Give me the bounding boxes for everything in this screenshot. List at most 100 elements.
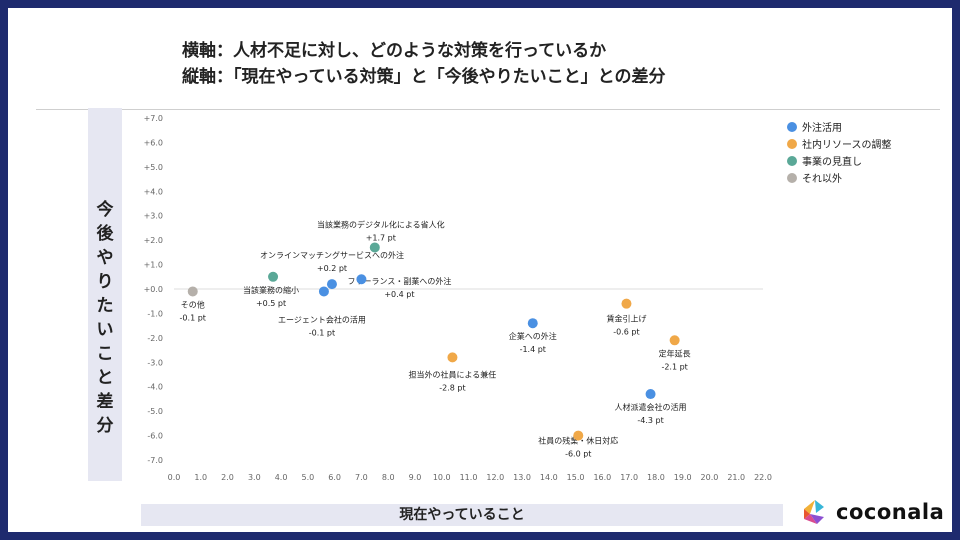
point-label: 人材派遣会社の活用 xyxy=(615,402,687,412)
point-label: 定年延長 xyxy=(659,348,691,358)
x-tick-label: 16.0 xyxy=(593,473,611,482)
y-axis-label-char: と xyxy=(96,368,114,388)
data-point xyxy=(318,286,329,297)
y-axis-label-char: こ xyxy=(96,344,114,364)
x-tick-label: 5.0 xyxy=(301,473,314,482)
slide-title: 横軸：人材不足に対し、どのような対策を行っているか 縦軸：「現在やっている対策」… xyxy=(182,38,665,90)
point-value: -2.8 pt xyxy=(439,383,465,392)
x-tick-label: 3.0 xyxy=(248,473,261,482)
y-tick-label: -1.0 xyxy=(147,309,163,318)
point-label: 企業への外注 xyxy=(509,331,557,341)
legend-label: 社内リソースの調整 xyxy=(802,138,892,151)
y-axis-label-char: 今 xyxy=(96,200,114,220)
y-tick-label: +3.0 xyxy=(144,212,163,221)
data-point xyxy=(527,318,538,329)
point-label: エージェント会社の活用 xyxy=(278,314,366,324)
x-tick-label: 14.0 xyxy=(540,473,558,482)
y-tick-label: -2.0 xyxy=(147,334,163,343)
x-tick-label: 12.0 xyxy=(486,473,504,482)
x-tick-label: 19.0 xyxy=(674,473,692,482)
legend-marker xyxy=(787,156,797,166)
x-tick-label: 8.0 xyxy=(382,473,395,482)
y-axis-label-char: 差 xyxy=(96,392,114,412)
y-axis-label: 今後やりたいこと差分 xyxy=(88,198,122,438)
brand-name: coconala xyxy=(836,500,945,524)
y-axis-label-char: や xyxy=(96,248,114,268)
x-axis-label: 現在やっていること xyxy=(141,504,783,526)
y-axis-label-char: た xyxy=(96,296,114,316)
x-tick-label: 4.0 xyxy=(275,473,288,482)
point-value: +0.5 pt xyxy=(256,299,286,308)
y-tick-label: -5.0 xyxy=(147,407,163,416)
y-tick-label: +2.0 xyxy=(144,236,163,245)
legend-label: それ以外 xyxy=(802,173,842,185)
x-tick-label: 11.0 xyxy=(460,473,478,482)
y-tick-label: -3.0 xyxy=(147,358,163,367)
coconala-logo-mark xyxy=(804,500,824,524)
data-point xyxy=(356,274,367,285)
legend-marker xyxy=(787,173,797,183)
point-label: 当該業務の縮小 xyxy=(243,285,299,295)
data-point xyxy=(621,298,632,309)
x-tick-label: 15.0 xyxy=(567,473,585,482)
x-tick-label: 1.0 xyxy=(194,473,207,482)
title-line-2: 縦軸：「現在やっている対策」と「今後やりたいこと」との差分 xyxy=(182,67,666,87)
header-divider xyxy=(36,109,940,110)
data-point xyxy=(645,389,656,400)
y-tick-label: +7.0 xyxy=(144,114,163,123)
x-tick-label: 22.0 xyxy=(754,473,772,482)
y-tick-label: -7.0 xyxy=(147,456,163,465)
x-tick-label: 7.0 xyxy=(355,473,368,482)
point-value: -6.0 pt xyxy=(565,450,591,459)
x-tick-label: 0.0 xyxy=(168,473,181,482)
y-tick-label: -6.0 xyxy=(147,432,163,441)
y-tick-label: +4.0 xyxy=(144,187,163,196)
y-axis-label-char: り xyxy=(96,272,114,292)
point-value: +0.2 pt xyxy=(317,264,347,273)
x-tick-label: 17.0 xyxy=(620,473,638,482)
x-tick-label: 2.0 xyxy=(221,473,234,482)
title-line-1: 横軸：人材不足に対し、どのような対策を行っているか xyxy=(182,41,607,61)
point-value: -4.3 pt xyxy=(637,416,663,425)
data-point xyxy=(669,335,680,346)
point-value: +1.7 pt xyxy=(366,233,396,242)
y-tick-label: +5.0 xyxy=(144,163,163,172)
legend-marker xyxy=(787,122,797,132)
point-label: 賃金引上げ xyxy=(606,314,646,324)
x-tick-label: 6.0 xyxy=(328,473,341,482)
x-tick-label: 20.0 xyxy=(701,473,719,482)
point-value: -0.1 pt xyxy=(309,328,335,337)
x-tick-label: 13.0 xyxy=(513,473,531,482)
point-value: -0.1 pt xyxy=(180,313,206,322)
data-point xyxy=(268,271,279,282)
legend-label: 事業の見直し xyxy=(802,155,862,168)
data-point xyxy=(573,430,584,441)
point-value: +0.4 pt xyxy=(384,290,414,299)
y-axis-label-char: い xyxy=(96,320,114,340)
y-tick-label: +1.0 xyxy=(144,261,163,270)
point-label: その他 xyxy=(181,299,205,309)
legend-marker xyxy=(787,139,797,149)
y-tick-label: +0.0 xyxy=(144,285,163,294)
point-label: 担当外の社員による兼任 xyxy=(409,369,497,379)
data-point xyxy=(369,242,380,253)
x-tick-label: 18.0 xyxy=(647,473,665,482)
point-label: オンラインマッチングサービスへの外注 xyxy=(260,250,404,260)
y-axis-label-char: 後 xyxy=(96,224,114,244)
point-label: フリーランス・副業への外注 xyxy=(347,276,451,286)
x-tick-label: 9.0 xyxy=(409,473,422,482)
y-tick-label: -4.0 xyxy=(147,383,163,392)
legend-label: 外注活用 xyxy=(802,121,842,134)
point-value: -0.6 pt xyxy=(613,328,639,337)
point-label: 当該業務のデジタル化による省人化 xyxy=(317,219,445,229)
point-value: -1.4 pt xyxy=(520,345,546,354)
point-value: -2.1 pt xyxy=(661,362,687,371)
y-axis-label-box: 今後やりたいこと差分 xyxy=(88,108,122,481)
y-axis-label-char: 分 xyxy=(96,416,114,436)
data-point xyxy=(326,279,337,290)
x-tick-label: 10.0 xyxy=(433,473,451,482)
data-point xyxy=(447,352,458,363)
data-point xyxy=(187,286,198,297)
